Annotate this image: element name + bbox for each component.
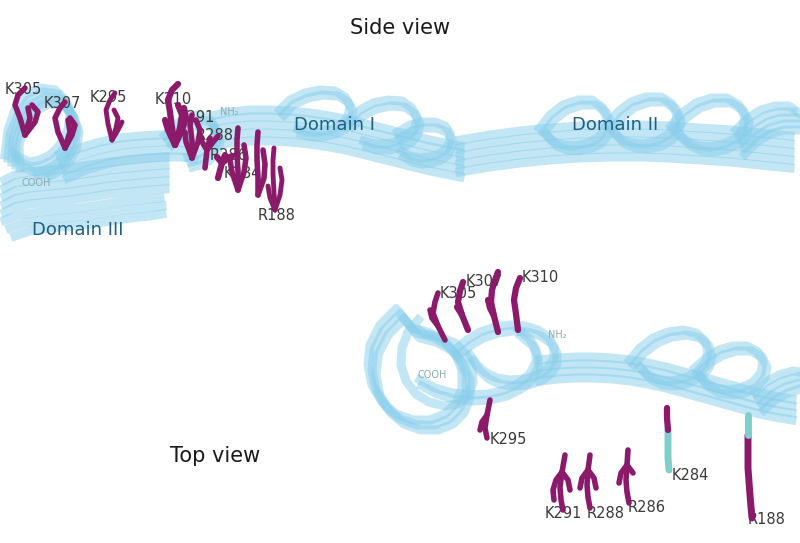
Text: NH₂: NH₂	[220, 107, 238, 117]
Text: R188: R188	[258, 207, 296, 223]
Text: Top view: Top view	[170, 446, 260, 466]
Text: K291: K291	[178, 110, 215, 125]
Text: Domain III: Domain III	[32, 221, 124, 239]
Text: Domain I: Domain I	[294, 116, 375, 134]
Text: Domain II: Domain II	[572, 116, 658, 134]
Text: Side view: Side view	[350, 18, 450, 38]
Text: COOH: COOH	[22, 178, 51, 188]
Text: K295: K295	[490, 433, 527, 447]
Text: K295: K295	[90, 90, 127, 104]
Text: R286: R286	[210, 148, 248, 162]
Text: K310: K310	[522, 270, 559, 286]
Text: R188: R188	[748, 513, 786, 527]
Text: K291: K291	[545, 506, 582, 521]
Text: K310: K310	[155, 92, 192, 108]
Text: R288: R288	[196, 129, 234, 143]
Text: K307: K307	[466, 275, 503, 289]
Text: NH₂: NH₂	[548, 330, 566, 340]
Text: R286: R286	[628, 500, 666, 515]
Text: K307: K307	[44, 96, 82, 110]
Text: COOH: COOH	[418, 370, 447, 380]
Text: R288: R288	[587, 506, 625, 521]
Text: K284: K284	[224, 166, 262, 180]
Text: K305: K305	[440, 286, 478, 300]
Text: K305: K305	[5, 83, 42, 98]
Text: K284: K284	[672, 468, 710, 483]
